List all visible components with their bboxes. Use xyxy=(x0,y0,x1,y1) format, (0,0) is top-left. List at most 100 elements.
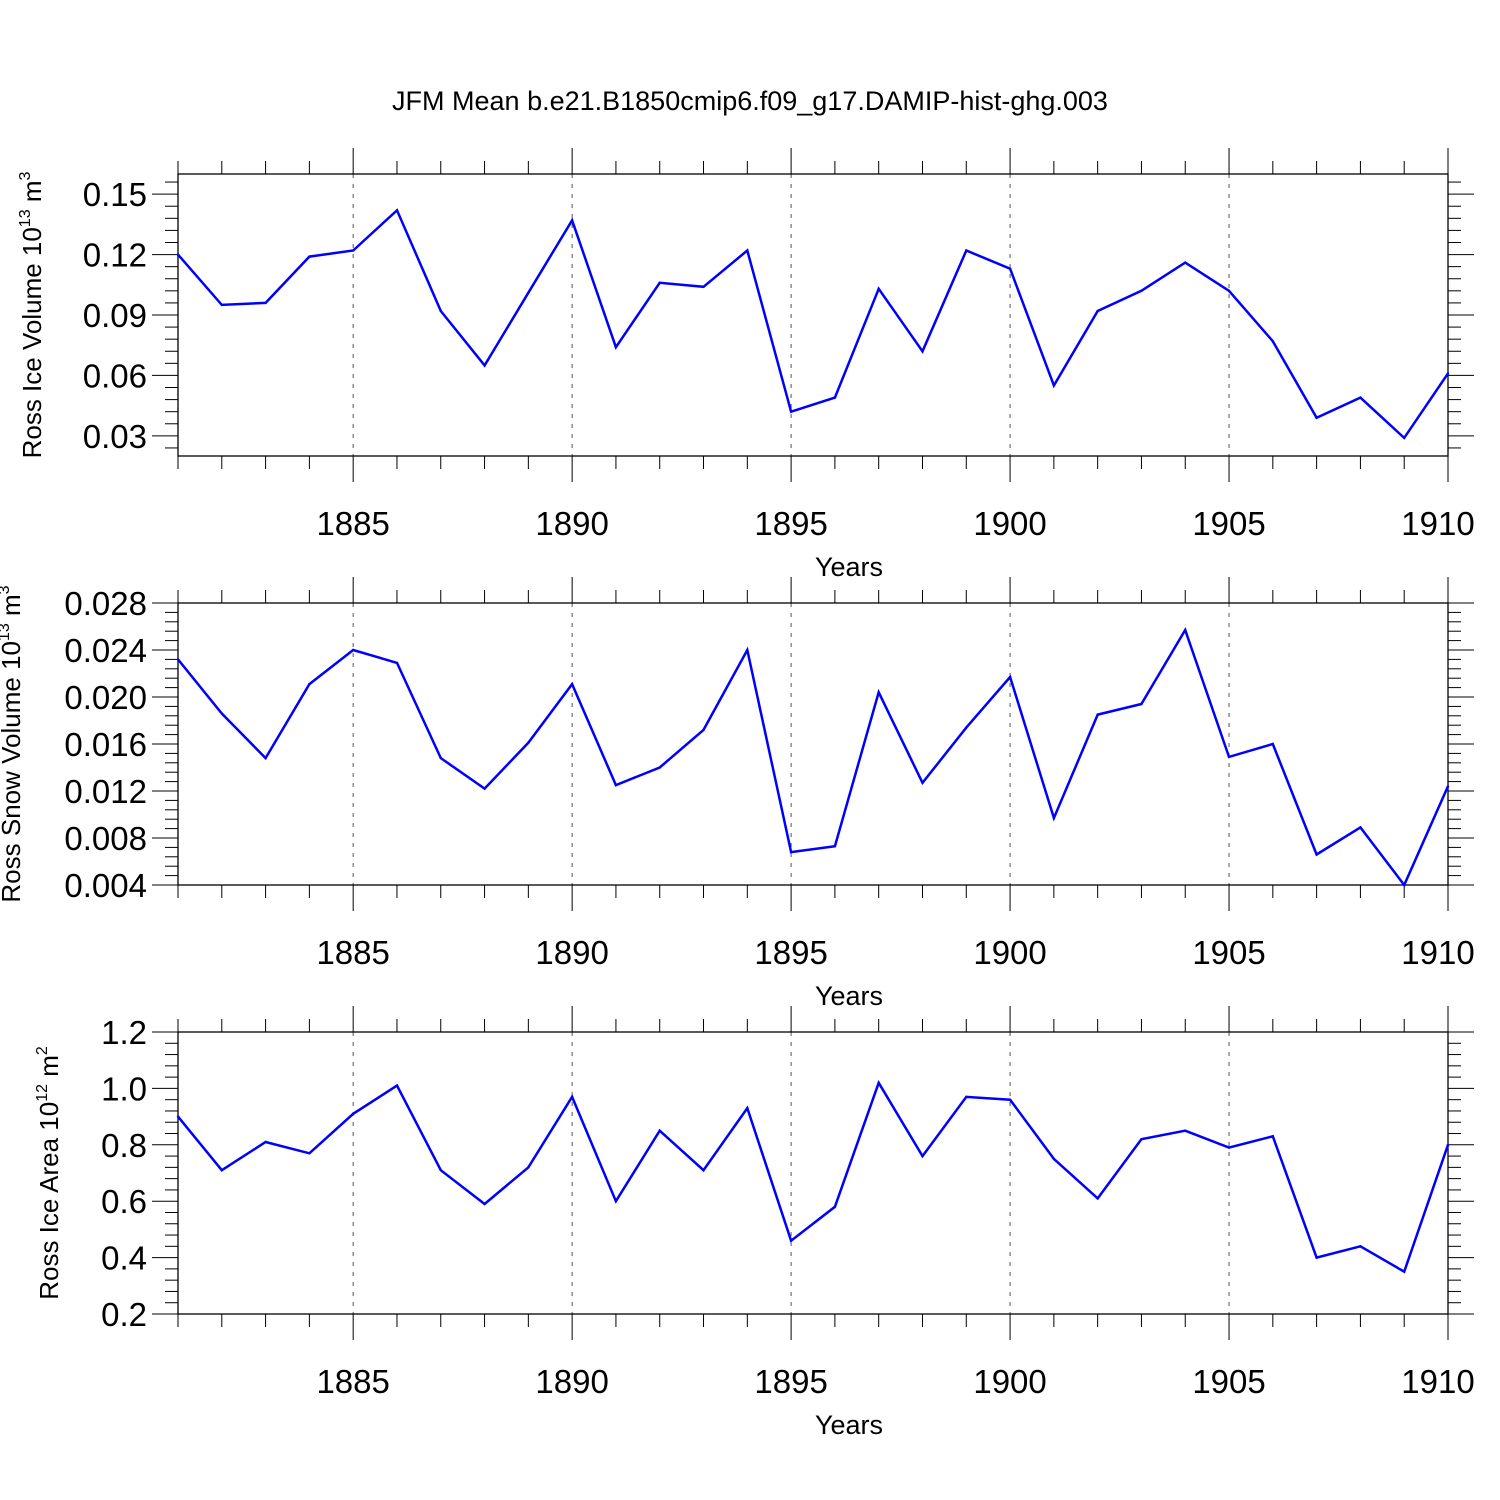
panel-2: 0.004 0.008 0.012 0.016 0.020 0.024 0.028 1885 1… xyxy=(0,577,1475,1011)
data-point xyxy=(395,209,399,212)
data-point xyxy=(1052,384,1056,387)
data-point xyxy=(965,726,968,729)
series-line xyxy=(177,208,1450,440)
y-axis-label-part: m xyxy=(34,1055,64,1084)
x-tick-label: 1910 xyxy=(1401,934,1474,971)
panel-1: 0.03 0.06 0.09 0.12 0.15 1885 1890 1895 1900 1905… xyxy=(17,148,1475,582)
data-point xyxy=(351,648,355,652)
data-point xyxy=(570,219,574,222)
x-tick-label: 1890 xyxy=(535,505,608,542)
data-point xyxy=(1403,1270,1406,1273)
data-point xyxy=(658,766,661,769)
data-point xyxy=(308,682,311,686)
data-point xyxy=(789,850,793,854)
data-point xyxy=(483,1202,486,1206)
y-axis-label: Ross Snow Volume 1013 m3 xyxy=(0,585,26,902)
x-tick-label: 1905 xyxy=(1192,505,1265,542)
x-tick-label: 1900 xyxy=(973,1363,1046,1400)
x-tick-label: 1885 xyxy=(316,1363,389,1400)
y-tick-label: 0.020 xyxy=(64,679,147,716)
data-point xyxy=(527,291,530,295)
y-tick-label: 0.024 xyxy=(64,632,147,669)
x-tick-label: 1895 xyxy=(754,1363,827,1400)
y-tick-label: 1.0 xyxy=(101,1070,147,1107)
data-point xyxy=(1403,883,1406,887)
data-point xyxy=(439,1168,442,1172)
plot-frame xyxy=(177,173,1449,457)
data-point xyxy=(1271,1135,1275,1138)
panels: 0.03 0.06 0.09 0.12 0.15 1885 1890 1895 1900 1905… xyxy=(0,148,1475,1440)
y-tick-label: 0.06 xyxy=(83,357,147,394)
data-point xyxy=(614,1200,618,1203)
data-point xyxy=(1271,742,1275,746)
data-point xyxy=(789,410,793,413)
data-point xyxy=(570,1095,574,1099)
x-tick-label: 1885 xyxy=(316,934,389,971)
x-tick-label: 1905 xyxy=(1192,934,1265,971)
data-point xyxy=(264,301,267,305)
data-point xyxy=(1359,396,1362,399)
data-point xyxy=(1184,261,1187,264)
y-tick-label: 0.004 xyxy=(64,867,147,904)
data-point xyxy=(746,249,749,252)
data-point xyxy=(176,253,180,256)
data-point xyxy=(965,249,968,252)
data-point xyxy=(1096,1197,1099,1200)
y-axis-label-superscript: 13 xyxy=(0,623,13,641)
y-tick-label: 0.12 xyxy=(83,237,147,274)
data-point xyxy=(1184,628,1187,632)
x-tick-label: 1890 xyxy=(535,1363,608,1400)
data-point xyxy=(614,783,618,787)
data-point xyxy=(527,741,530,745)
data-point xyxy=(1096,309,1099,313)
data-point xyxy=(789,1239,793,1242)
data-point xyxy=(1008,267,1012,270)
y-axis-label-part: Ross Snow Volume 10 xyxy=(0,641,26,903)
data-point xyxy=(1052,816,1056,820)
data-point xyxy=(877,691,880,694)
y-axis-label-superscript: 12 xyxy=(34,1084,51,1102)
data-point xyxy=(176,658,180,661)
data-point xyxy=(220,712,223,715)
x-tick-label: 1910 xyxy=(1401,1363,1474,1400)
plot-frame xyxy=(177,602,1449,886)
data-point xyxy=(833,1205,837,1209)
data-point xyxy=(1359,826,1362,829)
data-point xyxy=(1008,1098,1012,1101)
y-axis-label: Ross Ice Volume 1013 m3 xyxy=(17,171,47,458)
y-axis-label-superscript: 3 xyxy=(17,171,34,180)
y-axis-label-superscript: 13 xyxy=(17,209,34,227)
data-point xyxy=(1315,853,1318,856)
data-point xyxy=(702,1168,705,1172)
x-tick-label: 1905 xyxy=(1192,1363,1265,1400)
data-point xyxy=(264,1140,267,1144)
y-tick-label: 0.8 xyxy=(101,1127,147,1164)
y-tick-label: 0.6 xyxy=(101,1183,147,1220)
data-point xyxy=(395,661,399,665)
y-tick-label: 0.03 xyxy=(83,418,147,455)
data-point xyxy=(1271,339,1275,343)
y-axis-label-part: Ross Ice Area 10 xyxy=(34,1102,64,1300)
data-point xyxy=(1052,1157,1056,1161)
series-line xyxy=(177,627,1450,888)
data-point xyxy=(921,781,924,784)
data-point xyxy=(395,1084,399,1087)
y-axis-label-part: m xyxy=(17,180,47,209)
data-point xyxy=(483,364,486,367)
y-axis-label: Ross Ice Area 1012 m2 xyxy=(34,1046,64,1300)
data-point xyxy=(1446,372,1450,375)
data-point xyxy=(483,787,486,790)
x-tick-label: 1890 xyxy=(535,934,608,971)
data-point xyxy=(527,1166,530,1169)
data-point xyxy=(308,255,311,258)
data-point xyxy=(1227,289,1231,293)
data-point xyxy=(702,728,705,732)
data-point xyxy=(1227,1146,1231,1149)
data-point xyxy=(614,346,618,349)
data-point xyxy=(1096,713,1099,716)
y-axis-label-superscript: 3 xyxy=(0,585,13,594)
panel-3: 0.2 0.4 0.6 0.8 1.0 1.2 1885 1890 1895 1900 1905 19… xyxy=(34,1006,1475,1440)
data-point xyxy=(1227,755,1231,759)
data-point xyxy=(220,303,223,307)
